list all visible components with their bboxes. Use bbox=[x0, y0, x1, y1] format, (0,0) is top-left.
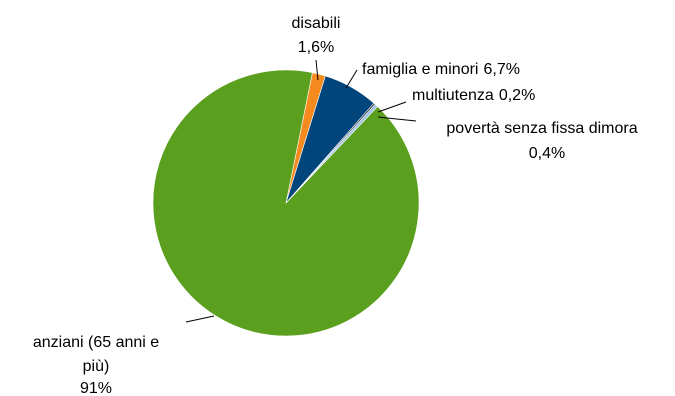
pie-slices bbox=[152, 69, 420, 337]
label-anziani-name-line2: più) bbox=[83, 358, 110, 375]
leader-line-multiutenza bbox=[377, 101, 407, 113]
leader-line-famiglia bbox=[345, 69, 358, 89]
label-multiutenza-value: 0,2% bbox=[499, 87, 535, 104]
pie-slice-4 bbox=[152, 69, 420, 337]
leader-lines bbox=[185, 59, 417, 323]
label-famiglia-name: famiglia e minori bbox=[362, 61, 478, 78]
label-multiutenza: multiutenza 0,2% bbox=[412, 87, 535, 104]
label-famiglia: famiglia e minori 6,7% bbox=[362, 61, 520, 78]
leader-line-disabili bbox=[315, 59, 319, 81]
label-anziani-name-line1: anziani (65 anni e bbox=[33, 334, 159, 351]
label-multiutenza-name: multiutenza bbox=[412, 87, 494, 104]
leader-line-anziani bbox=[185, 315, 215, 323]
label-famiglia-value: 6,7% bbox=[483, 61, 519, 78]
label-anziani-value: 91% bbox=[80, 380, 112, 396]
label-disabili-name: disabili bbox=[292, 15, 341, 32]
data-labels: disabili 1,6% famiglia e minori 6,7% mult… bbox=[33, 15, 638, 396]
label-disabili-value: 1,6% bbox=[298, 39, 334, 56]
leader-line-poverta bbox=[377, 116, 417, 122]
label-poverta-name: povertà senza fissa dimora bbox=[446, 120, 637, 137]
label-poverta-value: 0,4% bbox=[529, 145, 565, 162]
